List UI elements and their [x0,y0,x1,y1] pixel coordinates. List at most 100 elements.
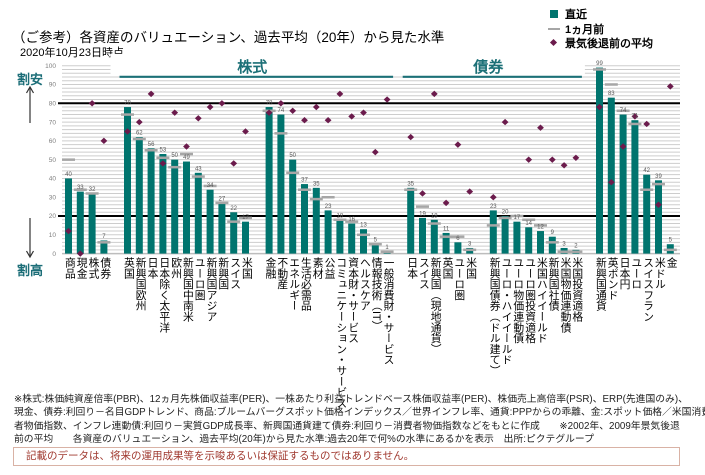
category-label: 米国ハイイールド [535,257,548,344]
value-label: 18 [431,213,438,219]
y-tick-label: 100 [45,63,56,70]
value-label: 40 [65,172,72,178]
value-label: 5 [669,238,673,244]
category-label: 新興国（現地通貨） [429,257,442,355]
category-label: ユーロ・ハイイールド [499,257,512,365]
pre-recession-diamond [501,118,509,126]
pre-recession-diamond [194,115,202,122]
pre-recession-diamond [124,128,131,135]
value-label: 33 [77,185,84,191]
disclaimer-box: 記載のデータは、将来の運用成果等を示唆あるいは保証するものではありません。 [13,447,680,466]
month-ago-marker [380,250,394,253]
y-tick-label: 20 [49,213,57,220]
category-label: 現金 [75,257,88,279]
month-ago-marker [463,248,477,252]
value-label: 62 [136,131,143,137]
value-label: 16 [348,217,355,223]
category-label: スイス [417,257,430,290]
pre-recession-diamond [206,103,214,111]
category-label: 資本財・サービス [346,257,359,344]
pre-recession-diamond [419,190,426,197]
category-label: エネルギー [287,257,300,311]
category-label: ユーロ [629,257,642,290]
as-of-date: 2020年10月23日時点 [20,47,124,59]
value-label: 20 [502,210,509,216]
bar [277,114,285,254]
value-label: 23 [325,204,332,210]
category-label: ユーロ圏投資適格 [523,257,536,344]
category-label: ユーロ圏 [193,257,206,301]
bar [265,107,273,254]
footnote-line: 前の平均 各資産のバリュエーション、過去平均(20年)から見た水準:過去20年で… [14,434,594,446]
bar [206,189,214,254]
bar [596,67,603,254]
category-label: 情報技術（IT） [370,257,383,332]
month-ago-marker [298,188,311,191]
category-label: 英国 [122,257,135,279]
pre-recession-diamond [324,116,332,124]
footnotes: ※株式:株価純資産倍率(PBR)、12ヵ月先株価収益率(PER)、一株あたり利益… [14,393,705,447]
bar [159,154,167,254]
bar [88,193,96,254]
value-label: 3 [562,241,566,247]
pre-recession-diamond [242,128,249,135]
category-label: 日本除く太平洋 [157,257,170,333]
bar [442,232,450,254]
category-label: 不動産 [275,257,288,290]
bar [336,219,344,254]
category-label: 米国物価連動債 [558,257,571,333]
value-label: 2 [574,243,578,249]
pre-recession-diamond [371,148,379,156]
pre-recession-diamond [135,118,143,126]
bar [360,229,367,254]
bar [548,236,556,254]
bar [631,120,639,254]
category-label: 債券 [98,257,111,279]
pre-recession-diamond [489,194,497,201]
pre-recession-diamond [525,156,533,163]
pre-recession-diamond [265,109,273,116]
legend: 直近 1ヵ月前 景気後退前の平均 [547,7,653,51]
bar [419,217,426,254]
page-title: （ご参考）各資産のバリュエーション、過去平均（20年）から見た水準 [12,30,445,45]
pre-recession-diamond [619,143,627,150]
pre-recession-diamond [171,109,179,116]
pre-recession-diamond [383,96,391,103]
value-label: 12 [537,225,544,231]
pre-recession-diamond [631,113,639,120]
value-label: 35 [313,181,320,187]
value-label: 39 [655,174,662,180]
y-tick-label: 70 [49,119,57,126]
pre-recession-diamond [537,124,544,131]
month-ago-marker [215,201,229,205]
group-header: 株式 [237,59,268,76]
category-label: 新興国通貨 [594,257,607,311]
category-label: 新興国欧州 [134,257,147,311]
value-label: 43 [195,166,202,172]
month-ago-marker [404,188,418,191]
month-ago-marker [368,242,382,246]
pre-recession-diamond [65,227,72,235]
bar [501,216,509,254]
bar [100,240,108,254]
month-ago-marker [652,182,665,186]
month-ago-marker [274,132,288,135]
y-tick-label: 90 [49,82,57,89]
category-label: 新興国債券（ドル建て） [488,257,501,376]
value-label: 78 [266,101,273,107]
month-ago-marker [180,152,193,156]
month-ago-marker [333,218,347,222]
category-label: 英国 [440,257,453,279]
month-ago-marker [168,165,182,169]
footnote-line: 現金、債券:利回り－名目GDPトレンド、商品:ブルームバーグスポット価格インデッ… [14,407,705,419]
month-ago-marker [73,188,87,191]
bar [525,227,533,254]
value-label: 53 [160,148,167,154]
group-header: 債券 [473,59,504,76]
category-label: 米ドル [653,257,666,290]
value-label: 9 [551,230,555,236]
bars-current [65,67,674,254]
category-label: 米国 [240,257,253,279]
month-ago-marker [227,220,241,223]
y-axis-ticks: 0 10 20 30 40 50 60 70 80 90 100 [45,63,56,258]
